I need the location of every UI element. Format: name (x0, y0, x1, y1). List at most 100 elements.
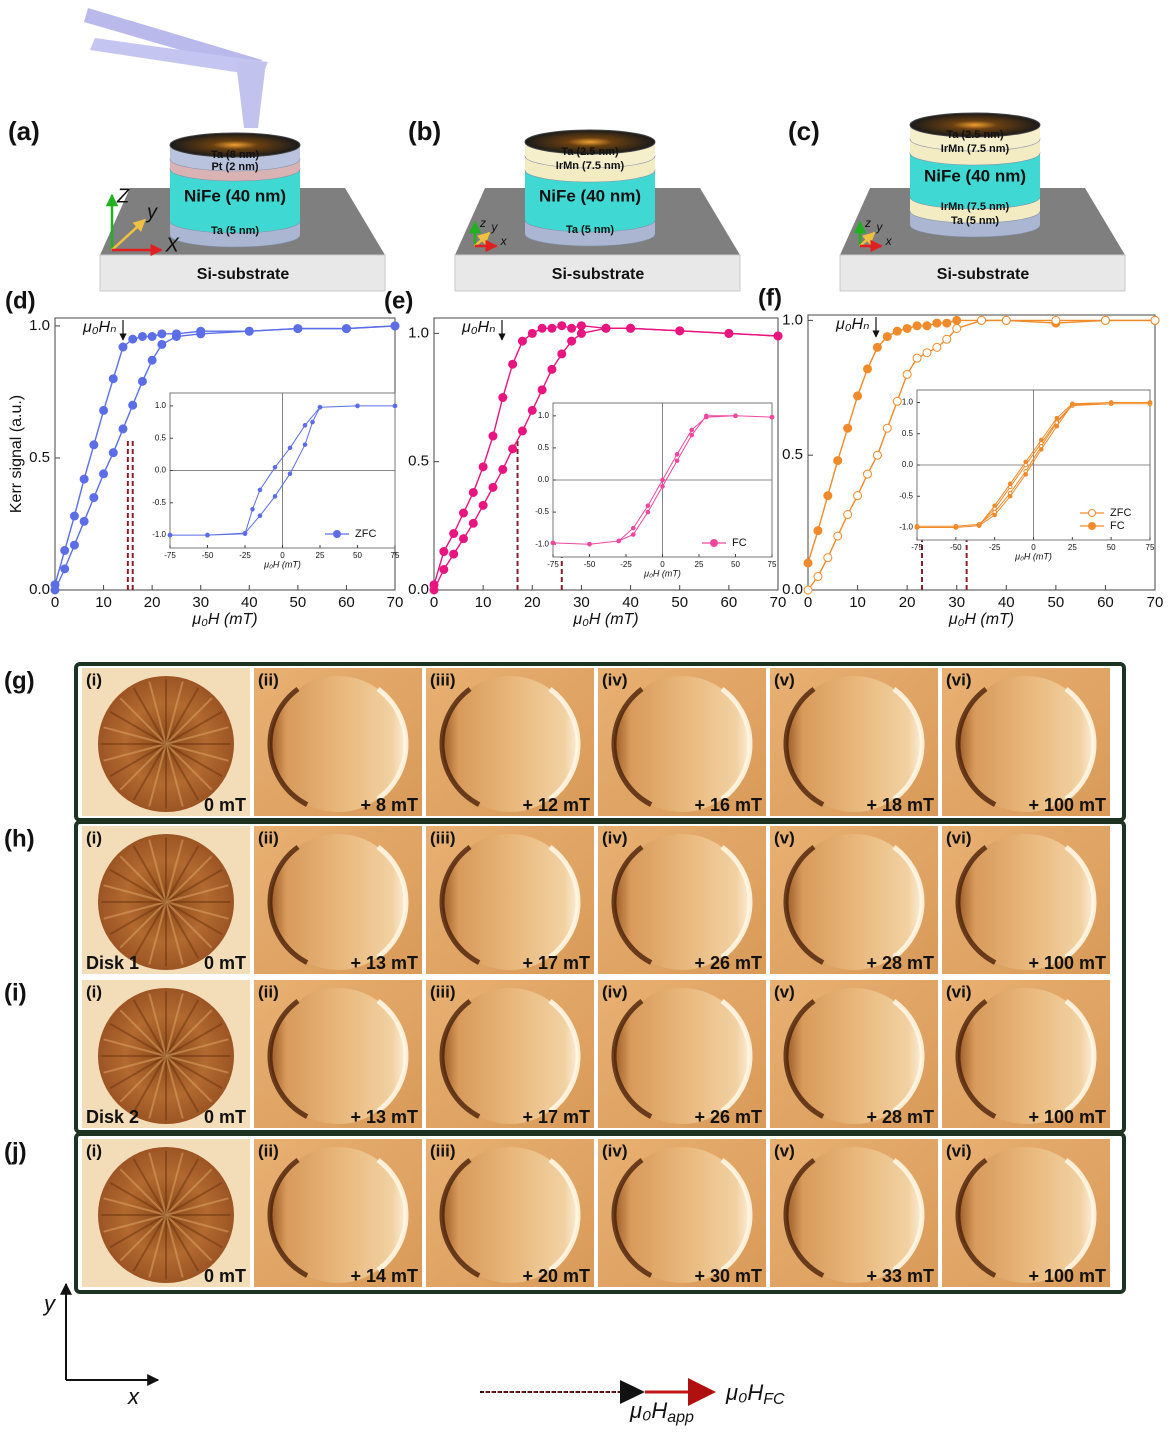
annotation: μ₀Hₙ (82, 319, 116, 336)
data-point (430, 586, 438, 594)
row-label: (h) (4, 825, 35, 852)
y-tick-label: 0.5 (408, 453, 429, 470)
layer-label: Ta (8 nm) (211, 149, 259, 161)
figure: Si-substrate (a) Ta (8 nm)Pt (2 nm) NiFe (4… (0, 0, 1171, 1432)
x-tick-label: 50 (1048, 594, 1065, 611)
data-point (954, 526, 958, 530)
data-point (119, 425, 127, 433)
tile-field: + 8 mT (360, 795, 418, 815)
data-point (873, 343, 881, 351)
legend-marker (1089, 510, 1096, 517)
x-tick-label: -50 (950, 543, 962, 552)
data-point (824, 554, 832, 562)
data-point (303, 423, 307, 427)
x-tick-label: -25 (239, 551, 251, 560)
data-point (705, 415, 709, 419)
y-tick-label: 0.0 (538, 475, 550, 484)
layer-label: IrMn (7.5 nm) (941, 143, 1010, 155)
data-point (138, 332, 146, 340)
x-axis-label: μ₀H (mT) (643, 568, 681, 578)
data-point (80, 517, 88, 525)
x-tick-label: 25 (695, 560, 704, 569)
data-point (509, 360, 517, 368)
data-point (1039, 438, 1043, 442)
data-point (883, 424, 891, 432)
tile-label: (v) (774, 670, 795, 689)
panel-label: (b) (408, 116, 441, 146)
x-tick-label: 10 (95, 594, 112, 611)
y-tick-label: -1.0 (899, 523, 913, 532)
y-tick-label: 0.5 (155, 433, 167, 442)
panel-label: (a) (8, 116, 40, 146)
layer-label: NiFe (40 nm) (539, 186, 641, 205)
data-point (646, 510, 650, 514)
x-tick-label: 40 (998, 594, 1015, 611)
tile-field: + 30 mT (694, 1266, 762, 1286)
y-axis-label: Kerr signal (a.u.) (8, 395, 25, 513)
tile-label: (iii) (430, 982, 456, 1001)
probe-tip (84, 8, 268, 128)
schematic: Si-substrate(a)Ta (8 nm)Pt (2 nm)NiFe (4… (8, 116, 385, 291)
tile-field: + 13 mT (350, 953, 418, 973)
data-point (51, 586, 59, 594)
row-label: (i) (4, 979, 27, 1006)
y-tick-label: -1.0 (152, 530, 166, 539)
data-point (528, 329, 536, 337)
data-point (632, 533, 636, 537)
data-point (469, 488, 477, 496)
data-point (61, 565, 69, 573)
data-point (690, 428, 694, 432)
data-point (342, 325, 350, 333)
x-tick-label: 50 (671, 594, 688, 611)
data-point (943, 335, 951, 343)
legend-label: FC (732, 537, 747, 549)
data-point (977, 524, 981, 528)
tile-field: + 100 mT (1028, 1266, 1106, 1286)
data-point (551, 541, 555, 545)
data-point (243, 531, 247, 535)
tile-label: (vi) (946, 982, 972, 1001)
x-tick-label: -50 (584, 560, 596, 569)
tile-label: (vi) (946, 828, 972, 847)
x-axis-label: μ₀H (mT) (572, 611, 638, 628)
x-tick-label: 0 (430, 594, 438, 611)
layer-label: Pt (2 nm) (211, 161, 258, 173)
x-tick-label: 25 (1068, 543, 1077, 552)
tile-label: (i) (86, 982, 102, 1001)
field-arrow (480, 1378, 716, 1406)
data-point (1151, 316, 1159, 324)
data-point (844, 511, 852, 519)
data-point (538, 386, 546, 394)
data-point (1055, 416, 1059, 420)
data-point (1024, 460, 1028, 464)
data-point (138, 377, 146, 385)
substrate-label: Si-substrate (552, 266, 645, 283)
data-point (258, 514, 262, 518)
y-tick-label: 1.0 (538, 411, 550, 420)
data-point (158, 340, 166, 348)
y-tick-label: 0.5 (902, 429, 914, 438)
tile-field: + 26 mT (694, 1107, 762, 1127)
data-point (450, 550, 458, 558)
x-tick-label: 75 (1146, 543, 1155, 552)
legend-marker (711, 540, 718, 547)
tile-field: + 17 mT (522, 953, 590, 973)
x-tick-label: 30 (948, 594, 965, 611)
data-point (100, 470, 108, 478)
data-point (391, 322, 399, 330)
data-point (913, 354, 921, 362)
data-point (915, 526, 919, 530)
data-point (632, 526, 636, 530)
axis-label: y (875, 220, 883, 234)
tile-label: (i) (86, 670, 102, 689)
data-point (129, 335, 137, 343)
data-point (450, 530, 458, 538)
tile-field: + 12 mT (522, 795, 590, 815)
legend-label: ZFC (1110, 507, 1131, 519)
layer-label: IrMn (7.5 nm) (556, 160, 625, 172)
data-point (834, 457, 842, 465)
axis-label: X (165, 234, 180, 256)
data-point (854, 492, 862, 500)
data-point (558, 322, 566, 330)
data-point (804, 559, 812, 567)
